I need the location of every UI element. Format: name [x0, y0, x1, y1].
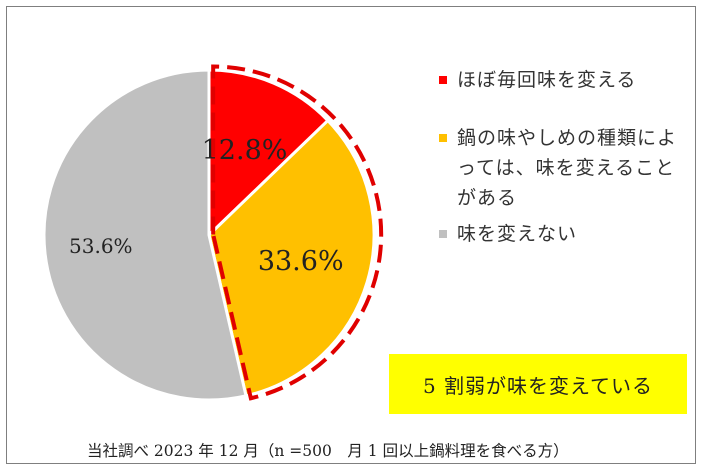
- legend-item-every-time: ほぼ毎回味を変える: [439, 65, 689, 95]
- callout-box: 5 割弱が味を変えている: [389, 354, 687, 414]
- pie-slice-never: [42, 68, 248, 402]
- chart-frame: 12.8% 33.6% 53.6% ほぼ毎回味を変える 鍋の味やしめの種類によっては…: [6, 6, 696, 464]
- source-note: 当社調べ 2023 年 12 月（n =500 月 1 回以上鍋料理を食べる方）: [87, 442, 569, 460]
- slice-label-every-time: 12.8%: [202, 135, 288, 166]
- legend-swatch-orange: [439, 134, 447, 142]
- pie-chart: 12.8% 33.6% 53.6%: [42, 64, 384, 402]
- legend-item-sometimes: 鍋の味やしめの種類によっては、味を変えることがある: [439, 123, 689, 213]
- pie-slice-sometimes: [207, 118, 376, 398]
- legend-item-never: 味を変えない: [439, 219, 689, 249]
- highlight-outline: [211, 64, 384, 401]
- legend-swatch-red: [439, 76, 447, 84]
- legend-swatch-gray: [439, 230, 447, 238]
- pie-slice-every-time: [207, 68, 330, 239]
- slice-label-never: 53.6%: [69, 234, 133, 258]
- legend-label: 鍋の味やしめの種類によっては、味を変えることがある: [457, 127, 678, 209]
- legend-label: ほぼ毎回味を変える: [457, 69, 637, 91]
- slice-label-sometimes: 33.6%: [258, 246, 344, 277]
- legend: ほぼ毎回味を変える 鍋の味やしめの種類によっては、味を変えることがある 味を変え…: [439, 65, 689, 249]
- callout-text: 5 割弱が味を変えている: [422, 373, 654, 398]
- legend-label: 味を変えない: [457, 223, 578, 245]
